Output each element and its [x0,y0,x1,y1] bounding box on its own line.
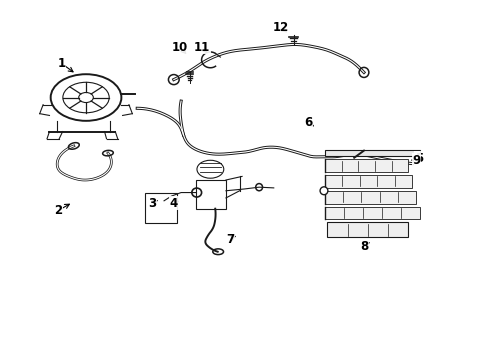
Text: 10: 10 [172,41,188,54]
Text: 1: 1 [58,57,65,70]
Text: 8: 8 [359,240,367,253]
Text: 9: 9 [412,154,420,167]
Text: 12: 12 [272,21,288,34]
Bar [145,193,176,223]
Text: 5: 5 [414,152,422,165]
Bar [325,175,411,188]
Bar [327,222,407,237]
Ellipse shape [320,187,327,195]
Bar [195,180,225,209]
Ellipse shape [79,93,93,103]
Text: 11: 11 [194,41,210,54]
Text: 7: 7 [225,233,233,246]
Text: 4: 4 [169,197,178,210]
Bar [325,191,415,204]
Text: 2: 2 [54,204,62,217]
Text: 3: 3 [147,197,156,210]
Bar [325,159,407,172]
Text: 6: 6 [303,116,311,129]
Bar [325,207,419,220]
Bar [325,150,419,156]
